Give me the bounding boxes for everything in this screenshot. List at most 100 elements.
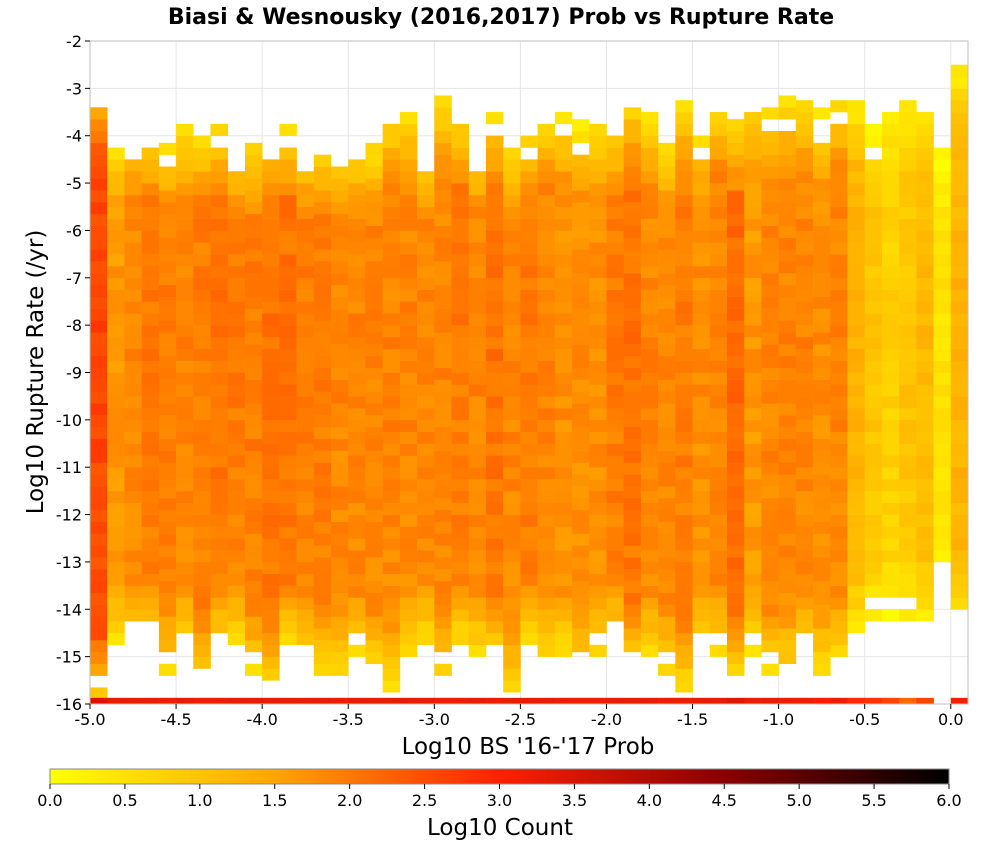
heatmap-cell (210, 254, 229, 267)
heatmap-cell (572, 213, 590, 226)
heatmap-cell (589, 644, 607, 657)
heatmap-cell (726, 545, 745, 558)
heatmap-cell (244, 332, 263, 345)
heatmap-cell (365, 533, 383, 546)
heatmap-cell (193, 467, 211, 480)
heatmap-cell (193, 230, 211, 243)
heatmap-cell (726, 640, 745, 653)
heatmap-cell (589, 585, 607, 598)
heatmap-cell (485, 277, 504, 290)
heatmap-cell (881, 159, 900, 172)
heatmap-cell (847, 408, 866, 421)
heatmap-cell (813, 107, 831, 120)
heatmap-cell (881, 431, 900, 444)
heatmap-cell (176, 159, 194, 172)
heatmap-cell (451, 171, 470, 184)
heatmap-cell (485, 348, 504, 361)
heatmap-cell (365, 296, 383, 309)
heatmap-cell (90, 130, 108, 144)
heatmap-cell (623, 497, 642, 511)
heatmap-cell (778, 462, 797, 475)
heatmap-cell (726, 213, 745, 226)
heatmap-cell (606, 538, 624, 551)
heatmap-cell (244, 284, 263, 298)
heatmap-cell (537, 301, 556, 314)
heatmap-cell (830, 573, 848, 586)
heatmap-cell (623, 284, 642, 298)
heatmap-cell (141, 277, 160, 290)
heatmap-cell (606, 443, 624, 456)
heatmap-cell (795, 194, 814, 208)
heatmap-cell (279, 632, 297, 646)
heatmap-cell (606, 467, 624, 480)
heatmap-cell (899, 135, 917, 148)
heatmap-cell (847, 419, 866, 432)
heatmap-cell (554, 490, 573, 504)
heatmap-cell (451, 550, 470, 563)
heatmap-cell (244, 592, 263, 605)
heatmap-cell (141, 514, 160, 527)
heatmap-cell (227, 265, 246, 279)
heatmap-cell (761, 391, 779, 404)
heatmap-cell (348, 597, 366, 610)
heatmap-cell (881, 538, 900, 551)
heatmap-cell (90, 355, 108, 369)
heatmap-cell (692, 419, 711, 432)
y-axis-label: Log10 Rupture Rate (/yr) (23, 230, 49, 515)
heatmap-cell (296, 206, 315, 219)
heatmap-cell (778, 415, 797, 428)
heatmap-cell (537, 538, 556, 551)
heatmap-cell (675, 384, 693, 397)
heatmap-cell (124, 443, 142, 456)
heatmap-cell (950, 408, 969, 421)
heatmap-cell (262, 159, 280, 172)
heatmap-cell (933, 265, 952, 279)
heatmap-cell (606, 348, 624, 361)
heatmap-cell (589, 242, 607, 255)
heatmap-cell (503, 455, 521, 468)
heatmap-cell-bottom (348, 697, 366, 704)
heatmap-cell (589, 431, 607, 444)
heatmap-cell (847, 443, 866, 456)
heatmap-cell (296, 218, 315, 231)
heatmap-cell (864, 408, 883, 421)
heatmap-cell (761, 604, 779, 617)
heatmap-cell (399, 443, 418, 456)
heatmap-cell (313, 273, 332, 286)
heatmap-cell (830, 289, 848, 302)
heatmap-cell (916, 230, 934, 243)
heatmap-cell (589, 147, 607, 160)
heatmap-cell (399, 632, 418, 646)
heatmap-cell (572, 580, 590, 594)
heatmap-cell (554, 573, 573, 586)
heatmap-cell (365, 391, 383, 404)
heatmap-cell (520, 265, 538, 279)
heatmap-cell (761, 332, 779, 345)
heatmap-cell (899, 372, 917, 385)
heatmap-cell (554, 526, 573, 539)
heatmap-cell-bottom (468, 697, 487, 704)
heatmap-cell (572, 355, 590, 369)
heatmap-cell (640, 573, 659, 586)
heatmap-cell (778, 651, 797, 665)
heatmap-cell (589, 123, 607, 137)
heatmap-cell (899, 443, 917, 456)
heatmap-cell (176, 171, 194, 184)
heatmap-cell (210, 455, 229, 468)
heatmap-cell (761, 497, 779, 511)
heatmap-cell (744, 490, 762, 504)
heatmap-cell (227, 384, 246, 397)
heatmap-cell (227, 514, 246, 527)
heatmap-cell (382, 514, 401, 527)
heatmap-cell (554, 289, 573, 302)
heatmap-cell (795, 301, 814, 314)
heatmap-cell (451, 301, 470, 314)
heatmap-cell (244, 438, 263, 451)
heatmap-cell (778, 426, 797, 440)
heatmap-cell (365, 426, 383, 440)
heatmap-cell (658, 379, 676, 392)
heatmap-cell (331, 355, 349, 369)
heatmap-cell (864, 277, 883, 290)
heatmap-cell (744, 206, 762, 219)
heatmap-cell (417, 171, 435, 184)
